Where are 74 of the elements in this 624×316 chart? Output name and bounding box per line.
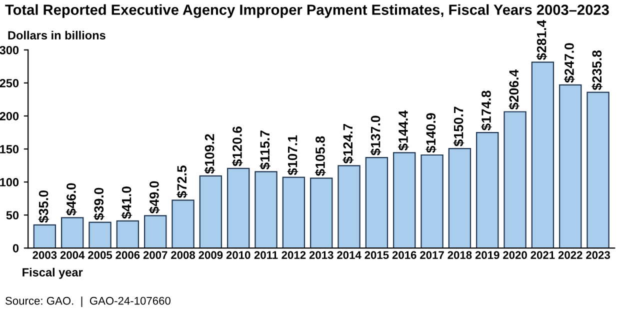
data-label: $109.2 <box>204 134 216 174</box>
y-tick-label: 300 <box>0 46 19 54</box>
bar <box>33 224 56 248</box>
bar <box>282 176 306 248</box>
y-tick-label: 100 <box>0 178 19 186</box>
x-tick-label: 2007 <box>143 251 168 259</box>
data-label: $39.0 <box>94 188 104 220</box>
data-label: $281.4 <box>536 20 548 60</box>
x-tick-label: 2009 <box>198 251 223 259</box>
data-label: $140.9 <box>426 113 436 153</box>
x-tick-label: 2008 <box>171 251 196 259</box>
data-label: $41.0 <box>121 186 132 219</box>
x-tick-label: 2013 <box>309 251 334 260</box>
bar <box>586 92 610 248</box>
x-tick-label: 2014 <box>337 251 362 259</box>
y-tick-label: 200 <box>0 112 19 120</box>
data-label: $137.0 <box>370 116 382 156</box>
data-label: $49.0 <box>148 181 160 214</box>
y-axis-title: Dollars in billions <box>8 30 106 40</box>
bar <box>254 171 278 248</box>
x-tick-label: 2023 <box>586 251 610 260</box>
x-tick-label: 2019 <box>475 251 500 259</box>
y-tick-label: 50 <box>6 211 19 220</box>
data-label: $107.1 <box>287 135 298 176</box>
x-tick-label: 2018 <box>448 251 472 259</box>
bar <box>144 215 167 248</box>
x-tick-label: 2020 <box>503 251 527 259</box>
y-tick-label: 250 <box>0 78 19 88</box>
data-label: $150.7 <box>453 106 464 146</box>
bar <box>365 157 388 248</box>
source-note: Source: GAO. | GAO-24-107660 <box>5 296 170 307</box>
data-label: $120.6 <box>232 126 243 166</box>
data-label: $115.7 <box>260 130 270 170</box>
x-tick-label: 2005 <box>88 251 112 259</box>
x-tick-label: 2021 <box>530 251 555 259</box>
bar <box>116 220 140 248</box>
data-label: $46.0 <box>66 183 77 216</box>
bar <box>559 84 582 248</box>
data-label: $174.8 <box>480 90 492 130</box>
x-tick-label: 2017 <box>420 251 444 259</box>
bar <box>227 168 250 248</box>
bar <box>393 152 416 248</box>
data-label: $72.5 <box>176 166 188 198</box>
bar <box>172 200 194 248</box>
x-tick-label: 2022 <box>558 251 582 259</box>
chart-title: Total Reported Executive Agency Improper Payment Estimates, Fiscal Years 2003–2023 <box>5 4 609 18</box>
bar <box>504 111 526 248</box>
x-tick-label: 2012 <box>282 251 306 259</box>
data-label: $35.0 <box>38 190 50 223</box>
bar <box>310 178 333 248</box>
y-tick-label: 0 <box>12 244 19 252</box>
bar <box>61 217 84 248</box>
data-label: $124.7 <box>342 124 354 164</box>
data-label: $144.4 <box>398 110 409 151</box>
bar <box>88 222 112 248</box>
x-axis-title: Fiscal year <box>22 268 83 279</box>
bar <box>448 148 472 248</box>
bar <box>476 132 499 248</box>
x-tick-label: 2006 <box>116 251 140 259</box>
data-label: $206.4 <box>508 69 520 110</box>
y-tick-label: 150 <box>0 145 19 154</box>
bar <box>199 175 222 248</box>
x-tick-label: 2003 <box>32 251 57 260</box>
x-tick-label: 2015 <box>364 251 389 259</box>
bar <box>338 165 360 248</box>
data-label: $235.8 <box>592 50 602 90</box>
bar <box>531 62 554 248</box>
x-tick-label: 2010 <box>226 251 250 259</box>
bar <box>420 154 444 248</box>
x-tick-label: 2011 <box>254 251 278 259</box>
x-tick-label: 2016 <box>392 251 416 259</box>
x-tick-label: 2004 <box>60 251 85 259</box>
data-label: $105.8 <box>314 136 326 176</box>
data-label: $247.0 <box>564 43 575 83</box>
